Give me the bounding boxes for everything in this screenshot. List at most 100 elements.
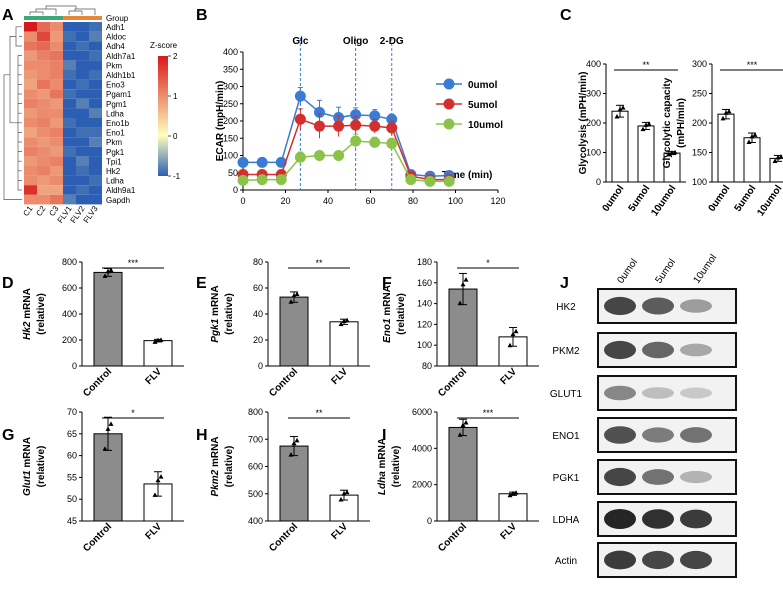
heatmap-gene-label: Pgk1 <box>106 148 125 157</box>
heatmap-cell <box>50 175 63 186</box>
heatmap-cell <box>50 50 63 61</box>
chart-E-replicate <box>294 291 300 296</box>
panel-letter-J: J <box>560 275 569 292</box>
heatmap-cell <box>63 127 76 138</box>
heatmap-cell <box>76 175 89 186</box>
heatmap-cell <box>89 41 102 51</box>
heatmap-cell <box>37 156 50 166</box>
chart-E-sig: ** <box>315 258 323 268</box>
blot-protein-label: PKM2 <box>552 346 580 357</box>
heatmap-cell <box>50 98 63 109</box>
chart-G-y-tick-label: 65 <box>67 429 77 439</box>
heatmap-cell <box>37 185 50 195</box>
chart-D-y-tick-label: 400 <box>62 309 77 319</box>
colorbar-tick-label: -1 <box>173 172 181 181</box>
mrna-text: mRNA <box>382 285 393 318</box>
chart-C2-y-tick-label: 150 <box>692 148 707 158</box>
chart-C2-x-label: 10umol <box>755 183 783 218</box>
heatmap-cell <box>76 41 89 51</box>
injection-label: 2-DG <box>380 36 404 47</box>
row-dendrogram <box>3 26 22 200</box>
heatmap-cell <box>76 70 89 80</box>
heatmap-cell <box>89 175 102 186</box>
heatmap-cell <box>63 185 76 195</box>
chart-C2-x-label: 0umol <box>707 183 733 214</box>
blot-band <box>642 341 674 359</box>
heatmap-cell <box>63 108 76 118</box>
chart-F-replicate <box>460 281 466 287</box>
heatmap-cell <box>89 31 102 42</box>
chart-F-sig: * <box>486 258 490 268</box>
ecar-legend-label: 5umol <box>468 100 498 111</box>
heatmap-cell <box>76 31 89 42</box>
heatmap-cell <box>50 22 63 32</box>
chart-I-x-label: FLV <box>499 521 520 542</box>
chart-I-replicate <box>513 490 519 495</box>
heatmap-cell <box>24 31 37 42</box>
chart-C2-replicate <box>778 154 783 159</box>
heatmap-gene-label: Ldha <box>106 177 124 186</box>
blot-band <box>680 299 712 313</box>
blot-band <box>642 427 674 443</box>
chart-F-y-label-2: (relative) <box>396 293 407 335</box>
ecar-point <box>369 110 381 122</box>
chart-H-replicate <box>338 497 344 502</box>
ecar-legend-marker <box>443 118 455 130</box>
chart-I-y-label: Ldha mRNA <box>377 438 388 495</box>
chart-C2-bar <box>743 137 761 183</box>
ecar-legend-marker <box>443 98 455 110</box>
heatmap-gene-label: Eno1 <box>106 129 125 138</box>
chart-E-y-label-2: (relative) <box>224 293 235 335</box>
panel-letter-I: I <box>382 427 386 444</box>
heatmap-cell <box>50 108 63 118</box>
blot-band <box>680 427 712 443</box>
ecar-point <box>369 136 381 148</box>
ecar-x-tick-label: 60 <box>365 196 375 206</box>
chart-H-replicate <box>291 440 297 446</box>
chart-E-replicate <box>291 293 297 298</box>
heatmap-cell <box>63 22 76 32</box>
heatmap-cell <box>76 89 89 99</box>
chart-H-y-tick-label: 400 <box>248 516 263 526</box>
heatmap-cell <box>24 156 37 166</box>
chart-G-y-tick-label: 55 <box>67 472 77 482</box>
heatmap-cell <box>50 137 63 147</box>
ecar-series-line <box>243 94 450 177</box>
blot-band <box>680 470 712 484</box>
ecar-point <box>275 174 287 186</box>
ecar-point <box>294 151 306 163</box>
chart-C1-y-tick-label: 100 <box>586 148 601 158</box>
ecar-point <box>424 175 436 187</box>
heatmap-cell <box>50 79 63 90</box>
heatmap-gene-label: Tpi1 <box>106 157 122 166</box>
heatmap-gene-label: Aldoc <box>106 33 126 42</box>
heatmap-cell <box>76 166 89 176</box>
blot-protein-label: HK2 <box>556 302 576 313</box>
panel-letter-G: G <box>2 427 14 444</box>
heatmap-cell <box>76 98 89 109</box>
heatmap-gene-label: Adh1 <box>106 23 125 32</box>
chart-E-y-tick-label: 0 <box>258 361 263 371</box>
panel-letter-D: D <box>2 275 14 292</box>
chart-D-replicate <box>105 268 111 274</box>
chart-H-y-tick-label: 600 <box>248 462 263 472</box>
heatmap-cell <box>24 166 37 176</box>
ecar-point <box>314 106 325 118</box>
heatmap-cell <box>63 60 76 70</box>
chart-C1-replicate <box>614 114 620 119</box>
chart-F-replicate <box>513 328 519 334</box>
heatmap-cell <box>63 194 76 205</box>
heatmap-gene-label: Eno1b <box>106 119 130 128</box>
heatmap-cell <box>37 108 50 118</box>
gene-name: Pkm2 <box>210 469 221 496</box>
heatmap-cell <box>37 98 50 109</box>
mrna-text: mRNA <box>210 436 221 469</box>
heatmap-gene-label: Aldh9a1 <box>106 186 136 195</box>
ecar-y-tick-label: 150 <box>223 133 238 143</box>
heatmap-cell <box>37 50 50 61</box>
ecar-point <box>294 113 306 125</box>
chart-C1-sig: ** <box>642 60 650 70</box>
chart-C2-y-label-2: (mPH/min) <box>676 98 687 148</box>
heatmap-cell <box>37 127 50 138</box>
heatmap-cell <box>63 156 76 166</box>
